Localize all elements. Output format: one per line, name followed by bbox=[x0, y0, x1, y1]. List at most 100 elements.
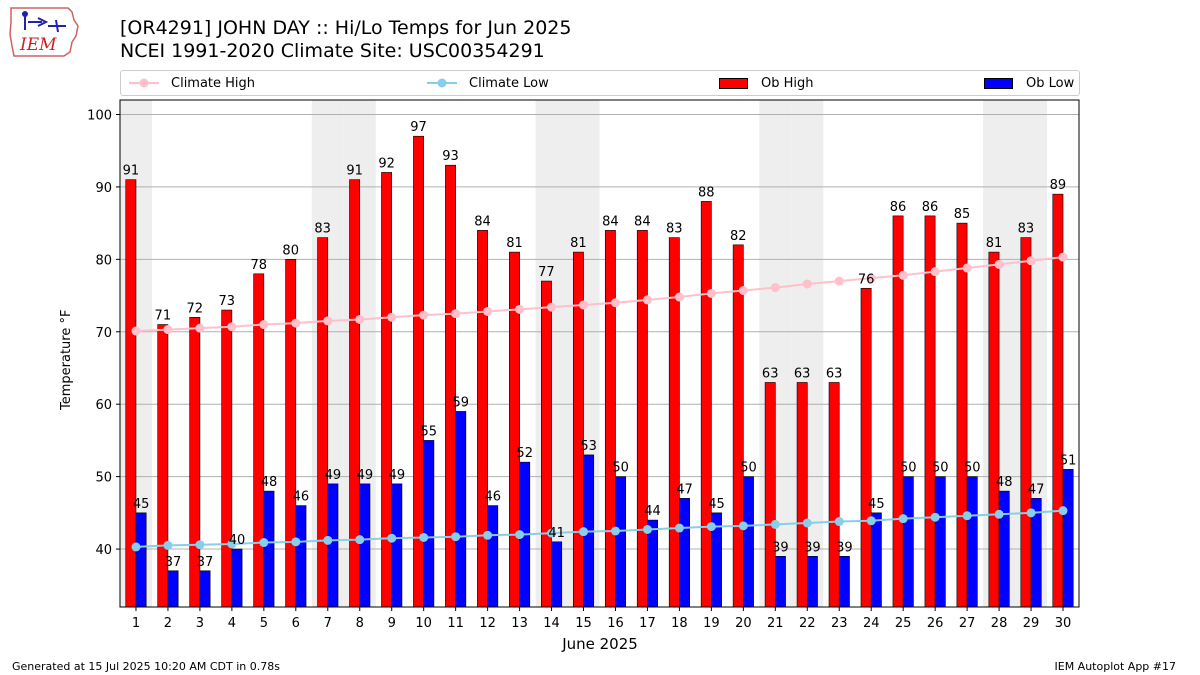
generated-timestamp: Generated at 15 Jul 2025 10:20 AM CDT in… bbox=[12, 660, 280, 673]
ob-low-label: 40 bbox=[229, 533, 246, 548]
ob-high-bar bbox=[285, 259, 297, 608]
ob-low-label: 47 bbox=[1028, 482, 1045, 497]
x-tick-label: 23 bbox=[831, 616, 848, 631]
climate-low-point bbox=[994, 509, 1004, 519]
ob-low-bar bbox=[231, 548, 243, 608]
ob-low-label: 49 bbox=[357, 468, 374, 483]
ob-low-label: 50 bbox=[612, 461, 629, 476]
x-tick-label: 11 bbox=[447, 616, 464, 631]
ob-high-bar bbox=[700, 201, 712, 608]
ob-high-bar bbox=[988, 251, 1000, 608]
svg-text:IEM: IEM bbox=[19, 35, 57, 55]
ob-low-label: 52 bbox=[516, 446, 533, 461]
climate-low-point bbox=[515, 530, 525, 540]
ob-high-bar bbox=[860, 288, 872, 608]
ob-high-label: 80 bbox=[282, 243, 299, 258]
climate-high-point bbox=[1026, 256, 1036, 266]
climate-high-point bbox=[930, 267, 940, 277]
ob-low-bar bbox=[391, 483, 403, 608]
y-tick-label: 90 bbox=[95, 181, 112, 196]
ob-high-label: 89 bbox=[1050, 178, 1067, 193]
x-tick-label: 8 bbox=[356, 616, 364, 631]
ob-low-bar bbox=[934, 476, 946, 608]
chart-title: [OR4291] JOHN DAY :: Hi/Lo Temps for Jun… bbox=[120, 17, 572, 39]
ob-low-bar bbox=[679, 498, 690, 608]
ob-low-bar bbox=[167, 570, 179, 608]
climate-high-point bbox=[994, 259, 1004, 269]
ob-low-label: 59 bbox=[452, 395, 469, 410]
ob-high-label: 78 bbox=[250, 258, 267, 273]
x-tick-label: 27 bbox=[959, 616, 976, 631]
x-tick-label: 26 bbox=[927, 616, 944, 631]
ob-low-bar bbox=[263, 490, 275, 608]
x-tick-label: 20 bbox=[735, 616, 752, 631]
legend-item-ob-high: Ob High bbox=[719, 71, 814, 95]
ob-low-bar bbox=[423, 440, 435, 608]
x-tick-label: 2 bbox=[164, 616, 172, 631]
ob-high-label: 76 bbox=[858, 272, 875, 287]
ob-high-label: 84 bbox=[634, 214, 651, 229]
climate-high-point bbox=[483, 306, 493, 316]
ob-high-label: 84 bbox=[474, 214, 491, 229]
ob-low-label: 47 bbox=[676, 482, 693, 497]
ob-high-label: 72 bbox=[187, 301, 204, 316]
ob-high-label: 77 bbox=[538, 265, 555, 280]
climate-low-point bbox=[131, 542, 141, 552]
ob-low-label: 44 bbox=[644, 504, 661, 519]
climate-high-point bbox=[1058, 252, 1068, 262]
ob-high-label: 81 bbox=[986, 236, 1003, 251]
legend-label: Ob High bbox=[761, 75, 814, 91]
ob-low-bar bbox=[806, 555, 818, 608]
ob-high-label: 83 bbox=[666, 222, 683, 237]
climate-high-point bbox=[610, 298, 620, 308]
climate-high-point bbox=[323, 316, 333, 326]
ob-high-bar bbox=[221, 309, 233, 608]
legend-swatch-icon bbox=[719, 78, 748, 89]
climate-high-point bbox=[547, 302, 557, 312]
ob-low-label: 37 bbox=[197, 555, 214, 570]
ob-high-label: 83 bbox=[1018, 222, 1035, 237]
climate-low-point bbox=[642, 525, 652, 535]
legend-item-climate-high: Climate High bbox=[129, 71, 255, 95]
ob-high-label: 84 bbox=[602, 214, 619, 229]
climate-high-point bbox=[291, 318, 301, 328]
y-axis-label: Temperature °F bbox=[59, 309, 74, 410]
x-tick-label: 30 bbox=[1055, 616, 1072, 631]
climate-high-point bbox=[419, 310, 429, 320]
ob-high-label: 93 bbox=[442, 149, 459, 164]
legend-label: Climate High bbox=[171, 75, 256, 91]
ob-low-bar bbox=[870, 512, 882, 608]
ob-low-label: 37 bbox=[165, 555, 182, 570]
climate-low-point bbox=[1058, 506, 1068, 516]
x-tick-label: 29 bbox=[1023, 616, 1040, 631]
ob-high-label: 63 bbox=[762, 366, 779, 381]
ob-high-bar bbox=[636, 230, 648, 608]
climate-high-point bbox=[259, 320, 269, 330]
y-tick-label: 70 bbox=[95, 326, 112, 341]
ob-low-bar bbox=[775, 555, 786, 608]
climate-high-point bbox=[195, 323, 205, 333]
climate-high-point bbox=[834, 276, 844, 286]
y-tick-label: 40 bbox=[95, 543, 112, 558]
ob-high-label: 91 bbox=[346, 164, 363, 179]
climate-low-point bbox=[738, 521, 748, 531]
ob-high-label: 81 bbox=[506, 236, 523, 251]
ob-high-bar bbox=[541, 280, 552, 608]
y-tick-label: 60 bbox=[95, 398, 112, 413]
ob-high-bar bbox=[732, 244, 744, 608]
ob-low-label: 46 bbox=[293, 490, 310, 505]
legend-label: Climate Low bbox=[469, 75, 549, 91]
ob-low-bar bbox=[551, 541, 563, 608]
climate-low-point bbox=[195, 540, 205, 550]
plot-frame bbox=[119, 99, 1080, 608]
ob-low-bar bbox=[998, 490, 1010, 608]
climate-high-point bbox=[706, 288, 716, 298]
x-tick-label: 18 bbox=[671, 616, 688, 631]
y-tick-label: 50 bbox=[95, 471, 112, 486]
ob-low-label: 46 bbox=[484, 490, 501, 505]
climate-low-point bbox=[898, 514, 908, 524]
ob-low-bar bbox=[615, 476, 627, 608]
climate-high-point bbox=[387, 312, 397, 322]
climate-high-point bbox=[674, 292, 684, 302]
x-tick-label: 5 bbox=[260, 616, 268, 631]
